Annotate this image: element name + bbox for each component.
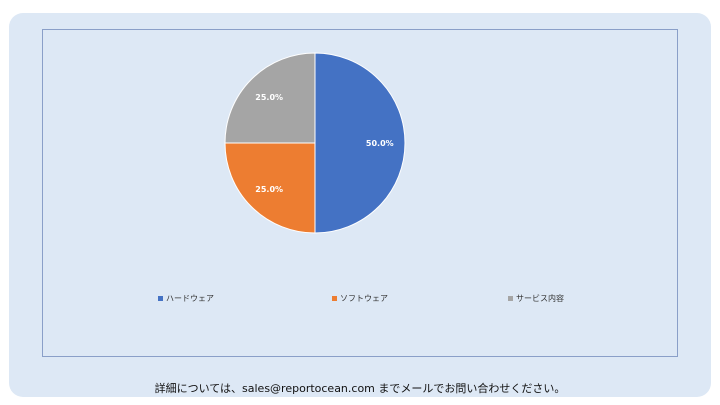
legend-swatch-software xyxy=(332,296,337,301)
legend-label-hardware: ハードウェア xyxy=(166,294,214,303)
data-label-software: 25.0% xyxy=(255,185,283,194)
legend-swatch-services xyxy=(508,296,513,301)
legend-label-services: サービス内容 xyxy=(516,294,564,303)
legend-swatch-hardware xyxy=(158,296,163,301)
slice-hardware xyxy=(314,52,406,234)
footer-contact-text: 詳細については、sales@reportocean.com までメールでお問い合… xyxy=(154,382,566,395)
data-label-hardware: 50.0% xyxy=(366,139,394,148)
data-label-services: 25.0% xyxy=(255,93,283,102)
legend-label-software: ソフトウェア xyxy=(340,294,388,303)
legend-item-hardware: ハードウェア xyxy=(158,293,214,304)
slice-services xyxy=(224,52,316,144)
slice-software xyxy=(224,142,316,234)
legend-item-software: ソフトウェア xyxy=(332,293,388,304)
legend-item-services: サービス内容 xyxy=(508,293,564,304)
